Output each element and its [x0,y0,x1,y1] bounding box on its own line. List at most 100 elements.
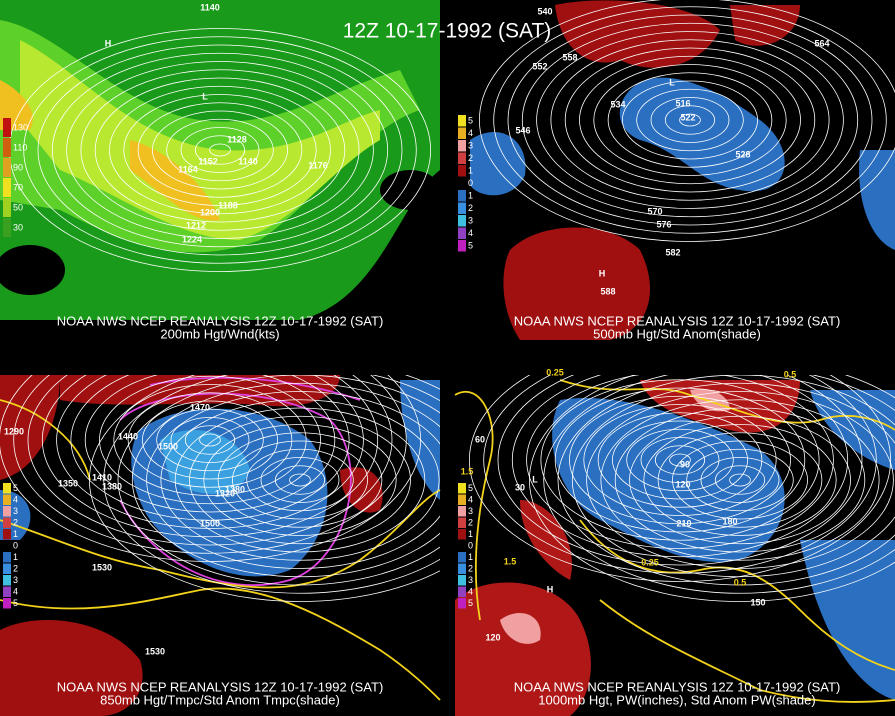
anomaly-shade [0,620,143,716]
legend-swatch [458,540,466,551]
legend-swatch [3,529,11,540]
legend-label: 4 [468,128,473,138]
panel-caption: NOAA NWS NCEP REANALYSIS 12Z 10-17-1992 … [514,313,841,328]
contour-line [127,392,293,488]
contour-line [260,457,340,503]
contour-line [217,432,383,528]
contour-line [640,437,720,483]
contour-line [536,31,844,209]
legend-swatch [3,483,11,494]
anomaly-shade [800,540,895,700]
anomaly-shade [555,0,720,68]
contour-line [113,384,307,496]
contour-label: 1410 [92,472,112,482]
anomaly-shade [500,612,541,644]
legend-label: 90 [13,162,23,172]
contour-line [84,375,336,513]
contour-label: 1.5 [461,466,474,476]
contour-line [80,69,360,231]
contour-line [246,448,354,512]
contour-line [99,375,321,505]
panel-500mb [455,0,895,345]
contour-line [643,424,837,536]
panel-caption: NOAA NWS NCEP REANALYSIS 12Z 10-17-1992 … [57,313,384,328]
contour-label: 1.5 [504,556,517,566]
contour-label: 150 [750,597,765,607]
contour-line [41,375,379,538]
contour-line [103,375,440,594]
panel-subtitle: 200mb Hgt/Wnd(kts) [160,326,279,341]
legend-swatch [458,177,466,189]
contour-line [612,420,749,500]
contour-label: H [547,584,554,594]
legend-swatch [3,598,11,609]
legend-swatch [3,575,11,586]
temperature-contour [0,587,441,701]
legend-swatch [3,517,11,528]
contour-line [672,440,809,520]
contour-line [209,143,231,157]
contour-label: 570 [647,206,662,216]
contour-label: 90 [680,459,690,469]
legend-label: 4 [13,587,18,597]
legend-label: 5 [468,598,473,608]
anomaly-shade [552,398,785,562]
legend-label: 4 [468,495,473,505]
legend-label: 3 [468,575,473,585]
contour-line [189,415,411,545]
contour-line [156,408,264,472]
contour-label: 1500 [158,441,178,451]
legend-swatch [458,240,466,252]
temperature-contour [119,392,352,587]
contour-line [654,445,706,475]
legend-swatch [3,118,11,137]
contour-line [37,44,403,256]
contour-label: 1290 [4,426,24,436]
contour-line [686,448,794,512]
panel-caption: NOAA NWS NCEP REANALYSIS 12Z 10-17-1992 … [514,679,841,694]
anomaly-shade [810,390,895,470]
contour-label: 1140 [238,156,258,166]
contour-line [117,375,440,586]
temperature-contour [149,376,361,401]
contour-label: 1176 [308,160,328,170]
map-title: 12Z 10-17-1992 (SAT) [343,20,552,43]
contour-line [174,407,426,553]
contour-line [170,417,250,463]
height-contours [0,0,895,602]
contour-label: L [669,77,675,87]
contour-label: 0.25 [641,557,659,567]
contour-line [664,105,716,135]
contour-line [583,404,777,516]
anomaly-shade [730,5,800,46]
legend-label: 4 [13,495,18,505]
legend-label: 2 [468,203,473,213]
contour-line [56,375,364,529]
contour-line [0,375,421,562]
contour-line [51,52,389,248]
contour-label: 30 [515,482,525,492]
contour-line [13,375,407,554]
legend-swatch [3,586,11,597]
legend-swatch [458,506,466,517]
legend-label: 1 [13,529,18,539]
contour-line [540,379,820,541]
contour-line [597,412,763,508]
panel-subtitle: 500mb Hgt/Std Anom(shade) [593,326,761,341]
contour-line [586,391,894,569]
legend-swatch [3,218,11,237]
legend-label: 70 [13,182,23,192]
legend-label: 3 [468,216,473,226]
legend-swatch [458,586,466,597]
contour-label: 582 [665,247,680,257]
legend-label: 4 [468,587,473,597]
anomaly-shade [455,582,591,716]
panel-caption: NOAA NWS NCEP REANALYSIS 12Z 10-17-1992 … [57,679,384,694]
contour-label: 60 [475,434,485,444]
contour-line [511,375,849,558]
contour-label: 1530 [92,562,112,572]
legend-swatch [3,198,11,217]
legend-label: 130 [13,122,28,132]
temperature-contour [0,399,91,481]
